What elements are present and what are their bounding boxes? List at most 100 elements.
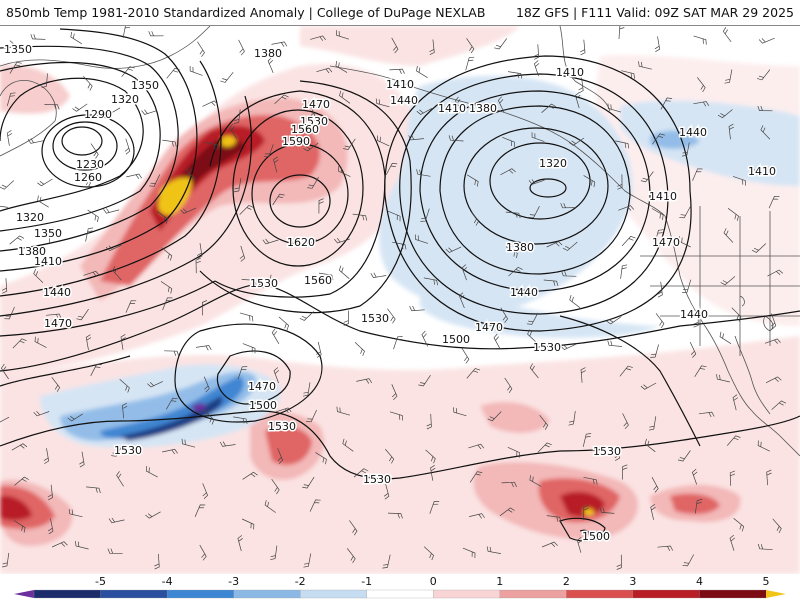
colorbar-swatch xyxy=(33,589,102,599)
colorbar-tick-label: -5 xyxy=(95,575,106,588)
wind-barb xyxy=(760,125,771,140)
wind-barb xyxy=(541,541,558,548)
wind-barb xyxy=(615,140,630,149)
colorbar-tick-label: -1 xyxy=(361,575,372,588)
wind-barb xyxy=(346,548,356,564)
colorbar-swatch xyxy=(433,589,501,599)
contour-label: 1530 xyxy=(114,444,142,457)
contour-label: 1440 xyxy=(510,286,538,299)
wind-barb xyxy=(103,208,120,214)
wind-barb xyxy=(125,300,137,313)
wind-barb xyxy=(732,176,746,186)
wind-barb xyxy=(497,96,505,113)
wind-barb xyxy=(9,40,21,55)
wind-barb xyxy=(425,449,436,464)
wind-barb xyxy=(262,238,279,245)
wind-barb xyxy=(576,536,583,553)
wind-barb xyxy=(2,552,10,568)
wind-barb xyxy=(189,65,203,76)
wind-barb xyxy=(614,445,620,461)
wind-barb xyxy=(580,39,586,56)
wind-barb xyxy=(164,350,180,357)
contour-label: 1380 xyxy=(506,241,534,254)
wind-barb xyxy=(429,39,435,56)
colorbar-tick-label: -2 xyxy=(295,575,306,588)
wind-barb xyxy=(90,363,102,376)
contour-label: 1530 xyxy=(533,341,561,354)
wind-barb xyxy=(392,241,407,250)
wind-barb xyxy=(303,142,319,152)
wind-barb xyxy=(618,26,625,40)
wind-barb xyxy=(717,109,733,119)
wind-barb xyxy=(318,198,324,214)
wind-barb xyxy=(682,279,692,293)
wind-barb xyxy=(387,210,401,222)
wind-barb xyxy=(238,39,245,56)
wind-barb xyxy=(599,507,615,514)
wind-barb xyxy=(154,553,160,570)
wind-barb xyxy=(580,367,586,383)
wind-barb xyxy=(51,376,61,392)
wind-barb xyxy=(37,195,49,208)
wind-barb xyxy=(692,168,703,181)
wind-barb xyxy=(108,517,125,524)
wind-barb xyxy=(723,228,734,243)
wind-barb xyxy=(468,443,485,450)
wind-barb xyxy=(720,276,736,286)
wind-barb xyxy=(87,209,99,223)
contour-label: 1320 xyxy=(111,93,139,106)
wind-barb xyxy=(502,136,515,148)
wind-barb xyxy=(430,465,436,481)
wind-barb xyxy=(465,56,475,71)
colorbar-tick-label: 2 xyxy=(563,575,570,588)
wind-barb xyxy=(349,520,358,536)
map-header: 850mb Temp 1981-2010 Standardized Anomal… xyxy=(0,0,800,26)
wind-barb xyxy=(68,508,83,518)
wind-barb xyxy=(278,316,290,331)
contour-label: 1230 xyxy=(76,158,104,171)
colorbar-swatch xyxy=(100,589,168,599)
wind-barb xyxy=(622,413,629,430)
wind-barb xyxy=(354,342,365,356)
wind-barb xyxy=(418,375,431,387)
wind-barb xyxy=(768,195,780,209)
wind-barb xyxy=(527,329,538,344)
wind-barb xyxy=(416,169,431,177)
wind-barb xyxy=(462,547,476,559)
wind-barb xyxy=(724,69,733,84)
wind-barb xyxy=(147,381,163,388)
wind-barb xyxy=(694,499,703,514)
wind-barb xyxy=(757,543,773,551)
wind-barb xyxy=(726,435,741,446)
wind-barb xyxy=(79,451,85,468)
wind-barb xyxy=(621,70,635,79)
wind-barb xyxy=(616,554,622,570)
wind-barb xyxy=(299,311,314,321)
colorbar-swatch xyxy=(366,589,434,599)
header-title: 850mb Temp 1981-2010 Standardized Anomal… xyxy=(6,5,486,20)
wind-barb xyxy=(751,243,767,253)
wind-barb xyxy=(693,312,699,328)
wind-barb xyxy=(583,505,589,521)
wind-barb xyxy=(640,171,654,183)
wind-barb xyxy=(677,450,691,462)
wind-barb xyxy=(237,535,243,552)
wind-barb xyxy=(657,545,674,551)
wind-barb xyxy=(453,407,467,417)
wind-barb xyxy=(409,305,425,312)
wind-barb xyxy=(343,310,349,326)
wind-barb xyxy=(693,101,710,107)
colorbar-tick-label: 5 xyxy=(763,575,770,588)
wind-barb xyxy=(387,308,396,324)
wind-barb xyxy=(72,103,88,112)
wind-barb xyxy=(233,178,242,193)
wind-barb xyxy=(640,382,657,390)
wind-barb xyxy=(81,172,91,188)
wind-barb xyxy=(14,520,26,533)
wind-barb xyxy=(526,312,539,325)
wind-barb xyxy=(242,343,256,354)
wind-barb xyxy=(391,37,399,54)
wind-barb xyxy=(582,433,592,447)
wind-barb xyxy=(353,468,369,478)
wind-barb xyxy=(162,297,173,311)
